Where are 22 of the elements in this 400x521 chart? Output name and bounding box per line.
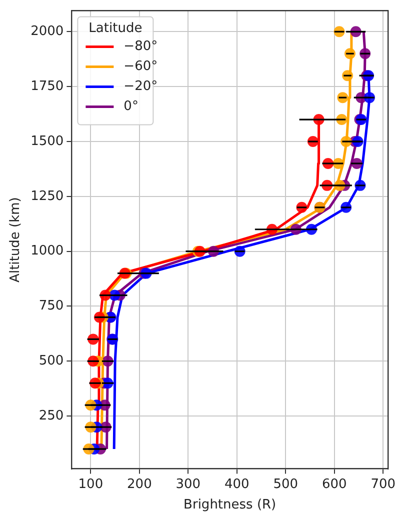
- y-tick-label: 1000: [30, 244, 64, 259]
- legend-title: Latitude: [88, 21, 142, 36]
- x-tick-label: 500: [273, 476, 298, 492]
- y-tick-label: 1750: [30, 78, 64, 94]
- y-tick-label: 2000: [30, 24, 64, 40]
- y-tick-label: 250: [38, 408, 64, 424]
- y-tick-label: 1250: [30, 188, 64, 204]
- x-tick-label: 100: [78, 476, 104, 492]
- legend-label: −20°: [124, 79, 158, 94]
- legend-label: −60°: [124, 59, 158, 74]
- y-tick-label: 500: [38, 354, 64, 369]
- x-tick-label: 600: [322, 476, 347, 492]
- y-tick-label: 1500: [30, 134, 64, 149]
- x-tick-label: 400: [224, 476, 250, 492]
- y-tick-label: 750: [38, 298, 64, 314]
- legend-label: −80°: [124, 39, 158, 54]
- x-tick-label: 300: [176, 476, 201, 492]
- x-tick-label: 700: [370, 476, 396, 492]
- x-tick-label: 200: [127, 476, 152, 492]
- x-axis-title: Brightness (R): [184, 498, 276, 513]
- legend-label: 0°: [124, 99, 138, 114]
- y-axis-title: Altitude (km): [8, 197, 24, 282]
